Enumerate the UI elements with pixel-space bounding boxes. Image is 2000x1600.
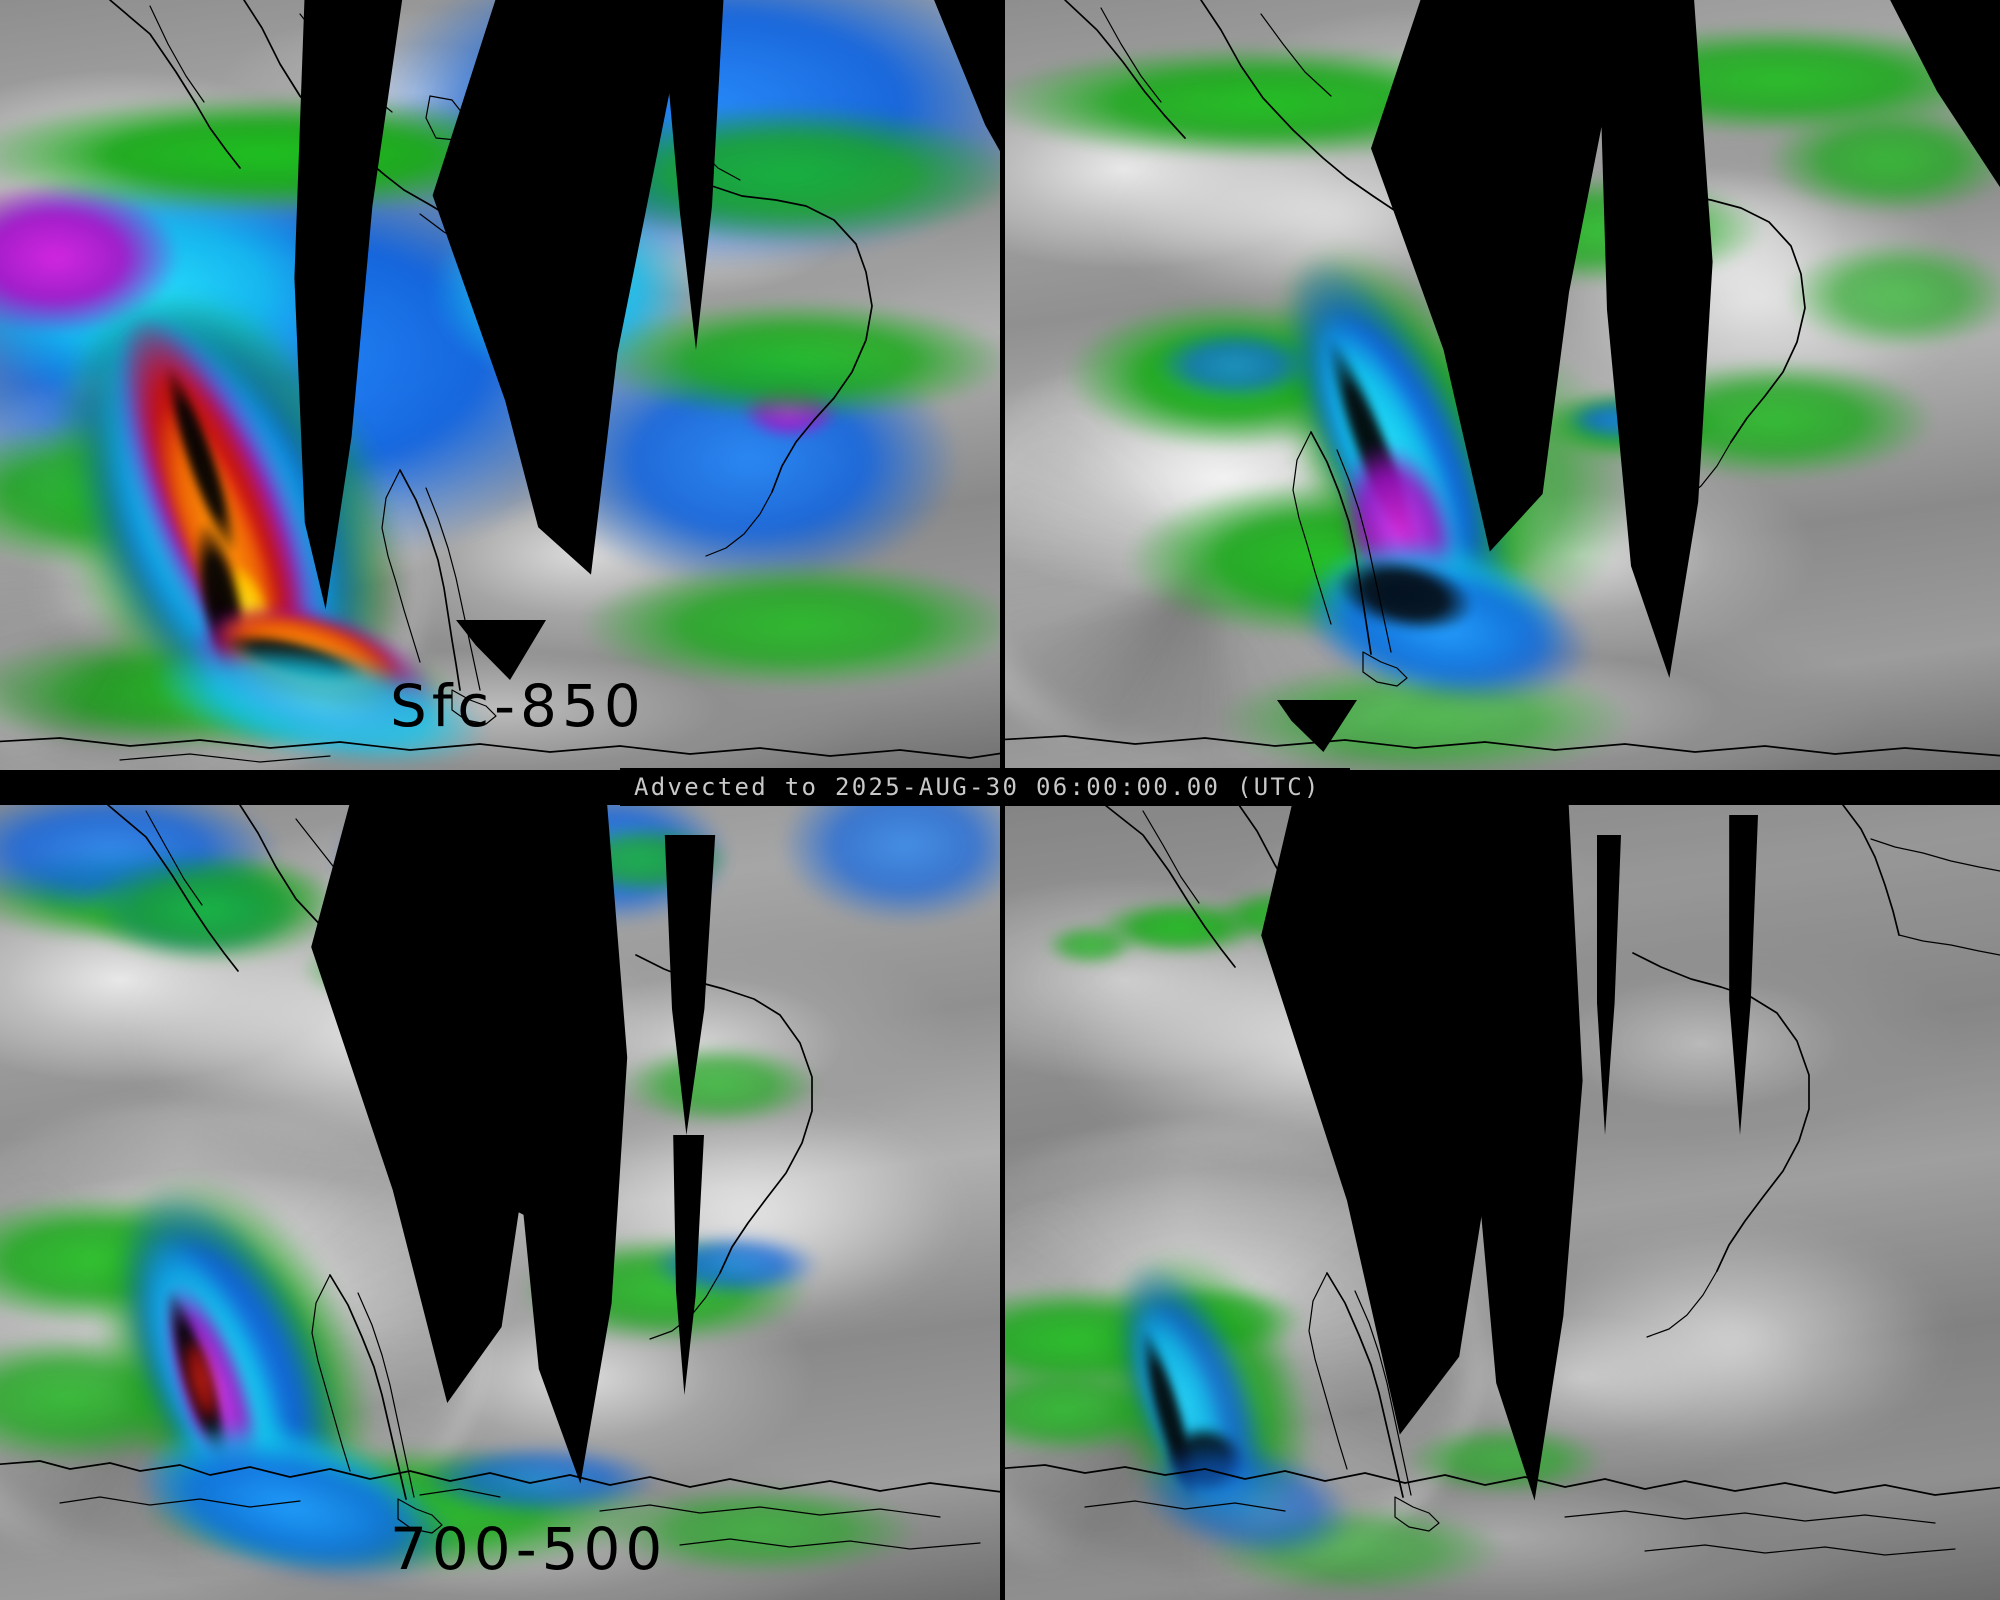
panel-sfc-850[interactable]: Sfc-850 bbox=[0, 0, 1000, 770]
panel-700-500[interactable]: 700-500 bbox=[0, 805, 1000, 1600]
moisture-field-700-500 bbox=[0, 805, 1000, 1600]
moisture-field-850-700 bbox=[1005, 0, 2000, 770]
panel-label-sfc-850: Sfc-850 bbox=[390, 672, 646, 740]
timestamp-text: Advected to 2025-AUG-30 06:00:00.00 (UTC… bbox=[634, 773, 1321, 801]
panel-500-300[interactable]: 500-300 bbox=[1005, 805, 2000, 1600]
cloud-wisp bbox=[1525, 1225, 1945, 1455]
moisture-field-sfc-850 bbox=[0, 0, 1000, 770]
timestamp-banner: Advected to 2025-AUG-30 06:00:00.00 (UTC… bbox=[620, 768, 1350, 806]
panel-850-700[interactable]: 850-700 bbox=[1005, 0, 2000, 770]
moisture-field-500-300 bbox=[1005, 805, 2000, 1600]
panel-label-700-500: 700-500 bbox=[390, 1515, 668, 1583]
data-gap-wedge bbox=[450, 1157, 560, 1207]
